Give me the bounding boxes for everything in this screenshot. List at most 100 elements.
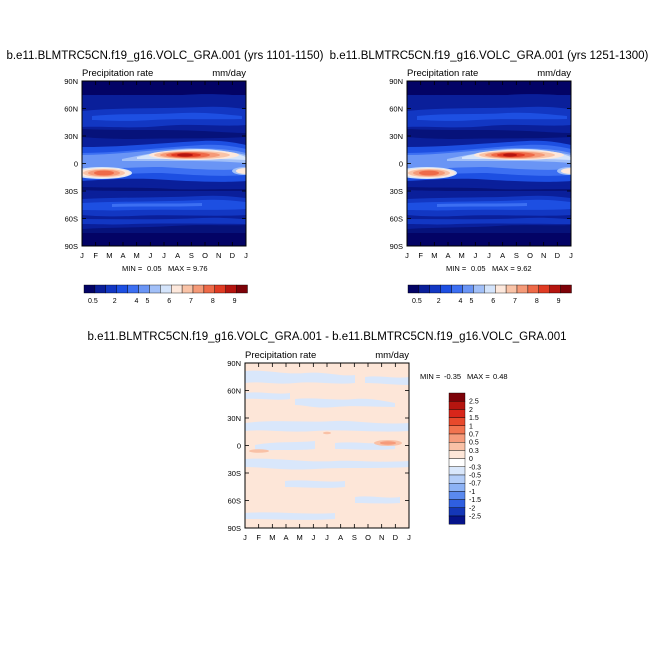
panel-2-y-tick-label: 60S xyxy=(390,215,403,224)
panel-3-field xyxy=(245,363,409,528)
panel-1-x-tick-label: J xyxy=(80,251,84,260)
panel-1-colorbar-swatch xyxy=(94,284,107,294)
panel-2-colorbar-swatch xyxy=(505,284,518,294)
panel-1-title: b.e11.BLMTRC5CN.f19_g16.VOLC_GRA.001 (yr… xyxy=(6,50,323,62)
panel-3-x-tick-label: S xyxy=(352,533,357,542)
panel-3-colorbar-label: 0.5 xyxy=(469,440,479,447)
panel-2-x-tick-label: M xyxy=(431,251,437,260)
panel-2-colorbar-swatch xyxy=(549,284,561,294)
panel-2-colorbar-swatch xyxy=(484,284,496,294)
panel-2-x-tick-label: J xyxy=(487,251,491,260)
panel-3-x-tick-label: A xyxy=(283,533,288,542)
panel-1-colorbar-swatch xyxy=(236,284,248,294)
panel-2-colorbar-label: 6 xyxy=(491,298,495,305)
panel-1-colorbar-swatch xyxy=(160,284,172,294)
panel-1-x-tick-label: F xyxy=(93,251,98,260)
panel-1-x-tick-label: J xyxy=(162,251,166,260)
panel-1-colorbar-swatch xyxy=(192,284,205,294)
panel-1-colorbar-swatch xyxy=(105,284,117,294)
panel-1-colorbar-swatch xyxy=(181,284,194,294)
panel-3-colorbar-label: -2.5 xyxy=(469,514,481,521)
panel-2-y-tick-label: 0 xyxy=(399,160,403,169)
panel-2-colorbar-label: 0.5 xyxy=(412,298,422,305)
panel-2-colorbar-swatch xyxy=(538,284,550,294)
panel-2-colorbar-swatch xyxy=(462,284,474,294)
panel-2-y-tick-label: 60N xyxy=(389,105,403,114)
panel-1-x-tick-label: O xyxy=(202,251,208,260)
panel-3-y-tick-label: 0 xyxy=(237,442,241,451)
panel-3-x-tick-label: J xyxy=(311,533,315,542)
panel-2-y-tick-label: 30S xyxy=(390,187,403,196)
panel-2-colorbar-swatch xyxy=(429,284,441,294)
panel-3-colorbar-swatch xyxy=(448,392,466,402)
panel-3-min-label: MIN = xyxy=(420,372,441,381)
panel-1-colorbar-swatch xyxy=(225,284,237,294)
panel-3-colorbar-label: 0.3 xyxy=(469,448,479,455)
panel-1-units-label: mm/day xyxy=(212,68,246,79)
panel-1-colorbar-label: 9 xyxy=(233,298,237,305)
panel-3-colorbar-label: 0.7 xyxy=(469,432,479,439)
panel-2-min-label: MIN = xyxy=(446,264,467,273)
panel-1-x-tick-label: D xyxy=(230,251,236,260)
panel-3-y-tick-label: 60S xyxy=(228,497,241,506)
panel-3-colorbar-swatch xyxy=(448,442,466,451)
panel-3-x-tick-label: D xyxy=(393,533,399,542)
panel-2-colorbar-swatch xyxy=(440,284,452,294)
panel-3-colorbar-swatch xyxy=(448,425,466,435)
panel-3-x-tick-label: O xyxy=(365,533,371,542)
panel-1-y-tick-label: 30N xyxy=(64,132,78,141)
panel-3-x-tick-label: J xyxy=(407,533,411,542)
panel-2-colorbar: 0.5 2 4 5 6 7 8 9 xyxy=(407,284,572,305)
panel-2-max-value: 9.62 xyxy=(517,264,532,273)
panel-1-y-tick-label: 0 xyxy=(74,160,78,169)
panel-3-colorbar-label: -1 xyxy=(469,489,475,496)
panel-2-colorbar-swatch xyxy=(407,284,420,294)
panel-3-colorbar-swatch xyxy=(448,499,466,509)
panel-2-min-value: 0.05 xyxy=(471,264,486,273)
panel-1-colorbar-label: 7 xyxy=(189,298,193,305)
panel-2-field xyxy=(407,81,571,246)
panel-3-colorbar-label: 1.5 xyxy=(469,415,479,422)
panel-1-field xyxy=(82,81,246,246)
panel-1-colorbar-swatch xyxy=(138,284,150,294)
panel-1-colorbar-swatch xyxy=(127,284,139,294)
panel-1-colorbar-label: 4 xyxy=(135,298,139,305)
panel-3-colorbar-label: -1.5 xyxy=(469,497,481,504)
panel-3-y-tick-label: 30N xyxy=(227,414,241,423)
panel-1-min-label: MIN = xyxy=(122,264,143,273)
panel-1-y-tick-label: 30S xyxy=(65,187,78,196)
panel-1-y-tick-label: 60S xyxy=(65,215,78,224)
panel-3-left-label: Precipitation rate xyxy=(245,350,316,361)
panel-2-x-tick-label: A xyxy=(500,251,505,260)
panel-3-colorbar-swatch xyxy=(448,507,466,517)
panel-2-title: b.e11.BLMTRC5CN.f19_g16.VOLC_GRA.001 (yr… xyxy=(330,50,649,62)
panel-2-colorbar-label: 4 xyxy=(459,298,463,305)
panel-3-colorbar-label: 2 xyxy=(469,407,473,414)
panel-2-colorbar-swatch xyxy=(560,284,572,294)
panel-1-x-tick-label: J xyxy=(244,251,248,260)
panel-3-x-tick-label: J xyxy=(325,533,329,542)
panel-2-x-tick-label: D xyxy=(555,251,561,260)
panel-3-y-tick-label: 30S xyxy=(228,469,241,478)
panel-1-min-value: 0.05 xyxy=(147,264,162,273)
panel-1-x-tick-label: A xyxy=(120,251,125,260)
panel-3-colorbar: 2.521.51 0.70.50.30-0.3 -0.5-0.7-1-1.5-2 -2… xyxy=(448,392,481,525)
panel-3-max-value: 0.48 xyxy=(493,372,508,381)
panel-1-x-tick-label: M xyxy=(134,251,140,260)
panel-3-y-tick-label: 60N xyxy=(227,387,241,396)
panel-1-x-tick-label: A xyxy=(175,251,180,260)
panel-1-colorbar-swatch xyxy=(149,284,161,294)
panel-3-x-tick-label: M xyxy=(297,533,303,542)
panel-3-colorbar-label: 0 xyxy=(469,456,473,463)
panel-2-y-tick-label: 90N xyxy=(389,77,403,86)
panel-2-colorbar-label: 9 xyxy=(557,298,561,305)
panel-1-y-tick-label: 90S xyxy=(65,242,78,251)
panel-1-max-value: 9.76 xyxy=(193,264,208,273)
panel-3-y-tick-label: 90N xyxy=(227,359,241,368)
panel-2-y-tick-label: 30N xyxy=(389,132,403,141)
panel-3-colorbar-swatch xyxy=(448,458,466,468)
